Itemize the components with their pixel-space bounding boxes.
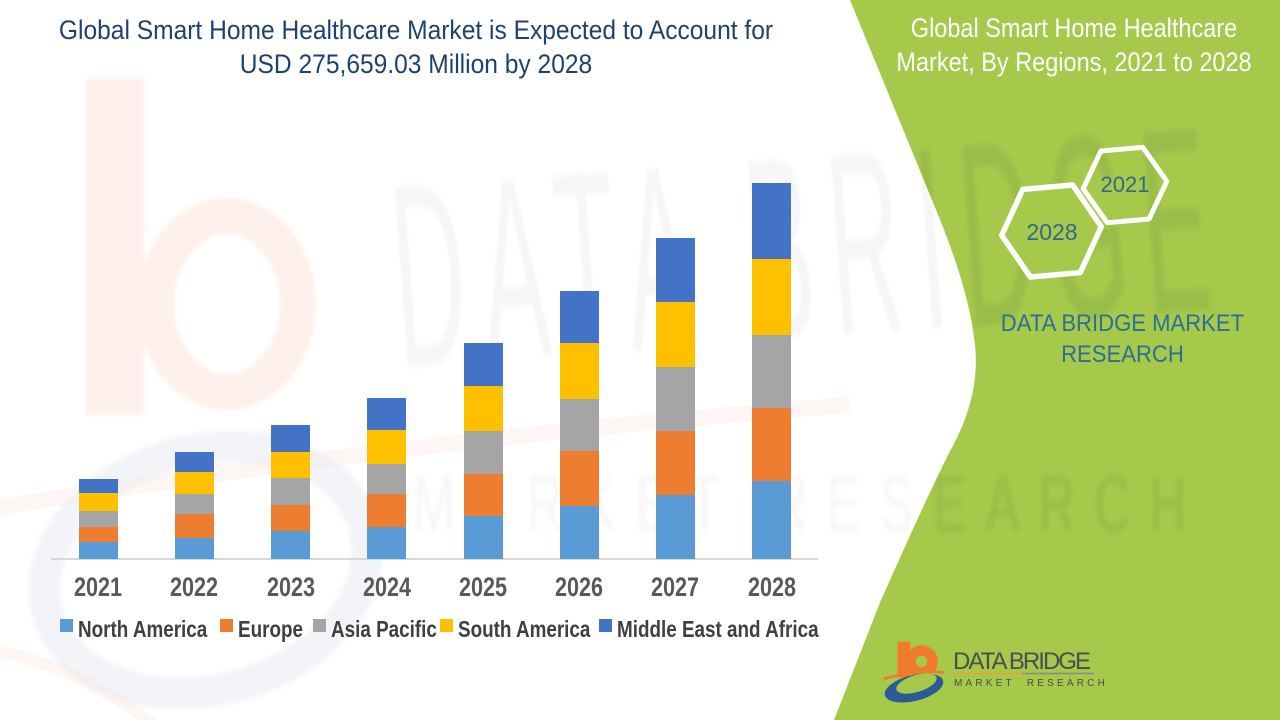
svg-text:DATA BRIDGE: DATA BRIDGE [953,648,1091,675]
svg-text:MARKET RESEARCH: MARKET RESEARCH [954,678,1108,689]
svg-text:MARKET RESEARCH: MARKET RESEARCH [413,461,1206,550]
